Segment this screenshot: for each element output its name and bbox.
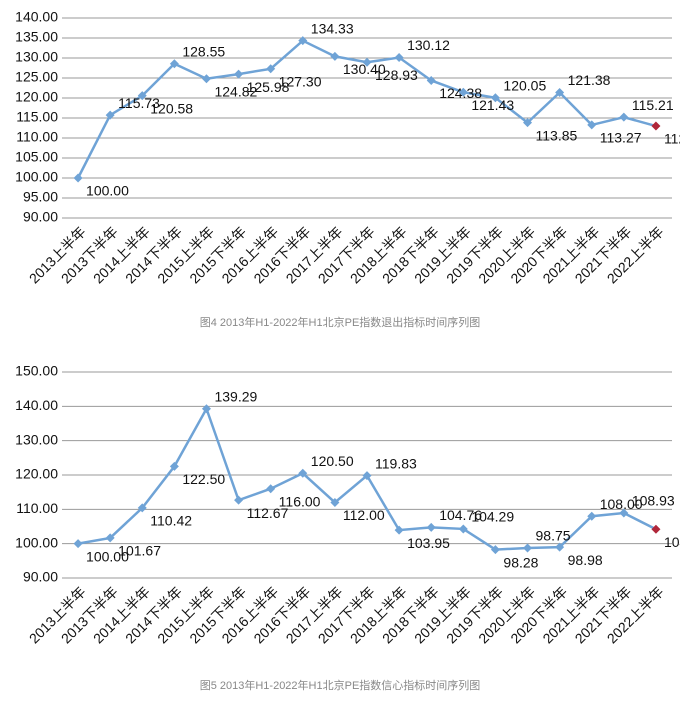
point-marker bbox=[266, 484, 276, 494]
data-label: 127.30 bbox=[279, 74, 322, 90]
data-label: 103.95 bbox=[407, 535, 450, 551]
point-marker bbox=[651, 524, 661, 534]
point-marker bbox=[426, 75, 436, 85]
y-tick-label: 115.00 bbox=[16, 109, 58, 125]
data-label: 128.55 bbox=[182, 44, 225, 60]
data-label: 108.00 bbox=[600, 496, 643, 512]
point-marker bbox=[298, 36, 308, 46]
data-label: 130.40 bbox=[343, 61, 386, 77]
y-tick-label: 110.00 bbox=[16, 500, 58, 516]
point-marker bbox=[105, 110, 115, 120]
point-marker bbox=[362, 57, 372, 67]
data-label: 110.42 bbox=[150, 513, 192, 529]
y-tick-label: 135.00 bbox=[15, 29, 58, 45]
y-tick-label: 105.00 bbox=[15, 149, 58, 165]
y-tick-label: 90.00 bbox=[23, 569, 58, 585]
point-marker bbox=[362, 471, 372, 481]
point-marker bbox=[298, 468, 308, 478]
point-marker bbox=[201, 404, 211, 414]
data-label: 112.99 bbox=[664, 131, 680, 147]
y-tick-label: 150.00 bbox=[15, 363, 58, 379]
point-marker bbox=[619, 112, 629, 122]
point-marker bbox=[523, 118, 533, 128]
point-marker bbox=[105, 533, 115, 543]
data-label: 101.67 bbox=[118, 543, 161, 559]
data-label: 100.00 bbox=[86, 548, 129, 564]
chart-caption: 图4 2013年H1-2022年H1北京PE指数退出指标时间序列图 bbox=[200, 315, 481, 329]
y-tick-label: 110.00 bbox=[16, 129, 58, 145]
data-label: 113.27 bbox=[600, 130, 642, 146]
point-marker bbox=[651, 121, 661, 131]
data-label: 139.29 bbox=[214, 388, 257, 404]
data-label: 104.29 bbox=[471, 509, 514, 525]
point-marker bbox=[490, 93, 500, 103]
data-label: 115.21 bbox=[632, 97, 674, 113]
y-tick-label: 100.00 bbox=[15, 169, 58, 185]
point-marker bbox=[137, 503, 147, 513]
y-tick-label: 125.00 bbox=[15, 69, 58, 85]
y-tick-label: 140.00 bbox=[15, 397, 58, 413]
point-marker bbox=[587, 511, 597, 521]
data-label: 124.82 bbox=[214, 83, 257, 99]
data-label: 104.76 bbox=[439, 507, 482, 523]
point-marker bbox=[490, 545, 500, 555]
data-label: 130.12 bbox=[407, 37, 450, 53]
data-label: 120.05 bbox=[503, 78, 546, 94]
data-label: 112.67 bbox=[247, 505, 289, 521]
y-tick-label: 120.00 bbox=[15, 89, 58, 105]
point-marker bbox=[394, 53, 404, 63]
point-marker bbox=[523, 543, 533, 553]
y-tick-label: 95.00 bbox=[23, 189, 58, 205]
data-label: 120.58 bbox=[150, 100, 193, 116]
point-marker bbox=[201, 74, 211, 84]
y-tick-label: 90.00 bbox=[23, 209, 58, 225]
data-label: 112.00 bbox=[343, 507, 385, 523]
data-label: 125.98 bbox=[247, 79, 290, 95]
data-label: 134.33 bbox=[311, 20, 354, 36]
point-marker bbox=[394, 525, 404, 535]
point-marker bbox=[619, 508, 629, 518]
point-marker bbox=[73, 539, 83, 549]
data-label: 98.75 bbox=[536, 528, 571, 544]
data-label: 100.00 bbox=[86, 183, 129, 199]
point-marker bbox=[555, 87, 565, 97]
data-label: 121.38 bbox=[568, 72, 611, 88]
point-marker bbox=[169, 59, 179, 69]
y-tick-label: 140.00 bbox=[15, 9, 58, 25]
point-marker bbox=[426, 522, 436, 532]
point-marker bbox=[266, 64, 276, 74]
data-label: 121.43 bbox=[471, 97, 514, 113]
y-tick-label: 100.00 bbox=[15, 534, 58, 550]
point-marker bbox=[555, 542, 565, 552]
data-label: 115.73 bbox=[118, 95, 160, 111]
data-label: 108.93 bbox=[632, 493, 675, 509]
point-marker bbox=[169, 461, 179, 471]
data-label: 120.50 bbox=[311, 453, 354, 469]
point-marker bbox=[330, 497, 340, 507]
data-label: 122.50 bbox=[182, 471, 225, 487]
data-label: 98.28 bbox=[503, 554, 538, 570]
point-marker bbox=[73, 173, 83, 183]
data-label: 119.83 bbox=[375, 455, 417, 471]
data-label: 128.93 bbox=[375, 67, 418, 83]
point-marker bbox=[458, 524, 468, 534]
point-marker bbox=[234, 69, 244, 79]
data-label: 98.98 bbox=[568, 552, 603, 568]
y-tick-label: 120.00 bbox=[15, 466, 58, 482]
point-marker bbox=[234, 495, 244, 505]
y-tick-label: 130.00 bbox=[15, 49, 58, 65]
chart-caption: 图5 2013年H1-2022年H1北京PE指数信心指标时间序列图 bbox=[200, 678, 481, 692]
data-label: 113.85 bbox=[536, 127, 578, 143]
point-marker bbox=[458, 87, 468, 97]
data-label: 116.00 bbox=[279, 493, 321, 509]
point-marker bbox=[330, 51, 340, 61]
point-marker bbox=[137, 91, 147, 101]
y-tick-label: 130.00 bbox=[15, 431, 58, 447]
point-marker bbox=[587, 120, 597, 130]
data-label: 104.19 bbox=[664, 534, 680, 550]
